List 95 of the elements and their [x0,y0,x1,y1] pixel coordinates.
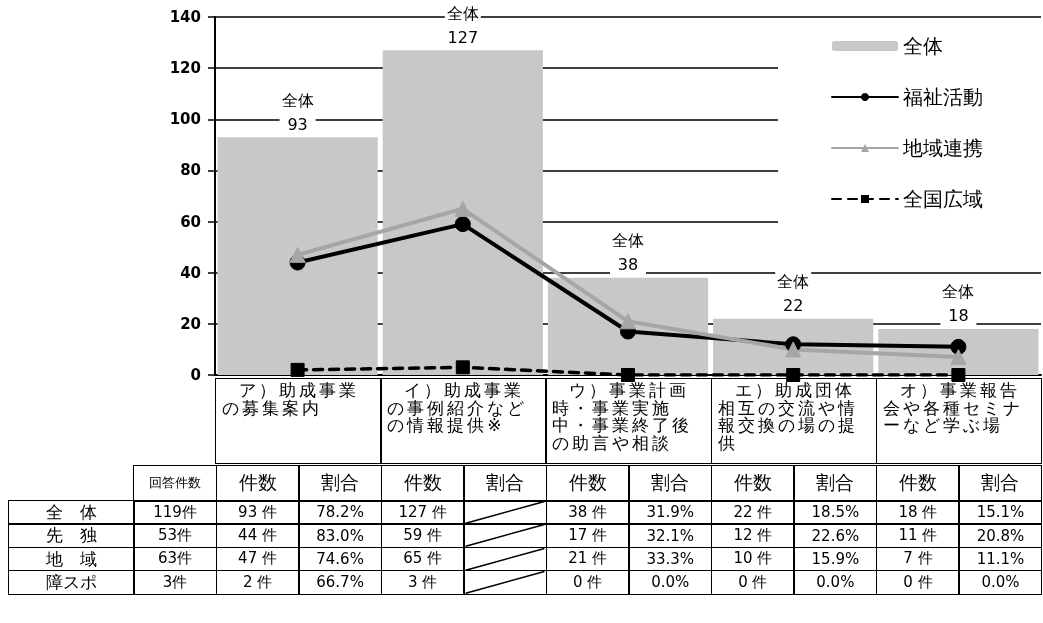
text: 31.9% [646,503,695,522]
y-tick-label: 60 [180,212,201,231]
category-label: 件数 [733,470,772,496]
text: 0 件 [903,572,933,591]
text: 83.0% [316,526,364,545]
legend-label: 全体 [903,34,943,58]
category-label: 割合 [651,470,690,496]
point [455,360,470,375]
point [620,313,636,330]
text: 0.0% [651,573,690,592]
category-label: 障スポ [45,571,97,592]
text: 17 件 [568,526,608,545]
text: 15.9% [811,549,860,568]
text: 63件 [157,549,193,568]
category-label: 全 体 [45,501,97,522]
text: 全体 [612,231,644,251]
point [289,246,306,263]
bar [217,137,378,375]
text: 12 件 [733,526,773,545]
x-tick-label: ウ）事業計画時・事業実施中・事業終了後の助言や相談 [552,380,694,453]
text: 10 件 [733,549,773,568]
text: 119件 [153,502,197,521]
text: 59 件 [403,526,443,545]
category-label: 割合 [816,470,855,496]
x-tick-label: エ）助成団体相互の交流や情報交換の場の提供 [717,380,859,453]
text: 33.3% [646,549,695,568]
text: 18.5% [811,503,860,522]
text: 74.6% [316,549,364,568]
text: 32.1% [646,526,695,545]
category-label: 件数 [568,470,607,496]
legend-label: 全国広域 [903,187,983,211]
data-label: 22 [783,296,804,316]
text: 18 件 [898,502,938,521]
text: 38 件 [568,502,608,521]
y-tick-label: 0 [190,366,201,384]
text: 53件 [157,526,193,545]
category-label: 回答件数 [149,474,202,492]
legend-label: 福祉活動 [903,85,983,109]
y-tick-label: 20 [180,314,201,333]
data-label: 93 [287,114,308,134]
text: 3 件 [407,572,438,591]
category-label: 割合 [981,470,1020,496]
data-label: 18 [948,306,969,326]
text: 127 件 [398,502,447,521]
category-label: 地 域 [45,548,97,569]
point [951,368,966,382]
y-tick-label: 140 [169,8,201,26]
text: 11.1% [976,549,1025,568]
text: 22.6% [811,526,860,545]
text: 全体 [446,3,479,23]
text: 78.2% [316,503,364,522]
text: 全体 [281,90,314,110]
text: 0.0% [981,573,1020,592]
text: 93 件 [238,502,277,521]
text: 全体 [942,282,975,302]
point [454,200,471,217]
x-tick-label: ア）助成事業の募集案内 [222,380,360,418]
bar [382,50,543,375]
x-tick-label: オ）事業報告会や各種セミナーなど学ぶ場 [882,380,1024,435]
text: 2 件 [242,572,273,591]
text: 47 件 [238,549,277,568]
text: 66.7% [316,573,364,592]
legend-label: 地域連携 [902,136,983,160]
text: 0 件 [738,572,768,591]
text: 0 件 [573,572,603,591]
point [786,368,801,382]
text: 3件 [162,572,188,591]
category-label: 先 独 [45,525,97,546]
data-label: 38 [617,255,639,275]
x-tick-label: イ）助成事業の事例紹介などの情報提供※ [387,380,529,435]
text: 20.8% [976,526,1025,545]
y-tick-label: 120 [169,59,201,78]
y-tick-label: 40 [180,263,201,282]
y-tick-label: 80 [180,161,201,180]
point [454,216,471,233]
category-label: 割合 [321,470,360,496]
text: 0.0% [816,573,855,592]
point [785,341,802,358]
text: 21 件 [568,549,608,568]
text: 44 件 [238,526,277,545]
text: 11 件 [898,526,938,545]
text: 65 件 [403,549,443,568]
point [290,362,305,377]
data-label: 127 [447,27,479,47]
text: 22 件 [733,502,773,521]
point [621,368,635,382]
category-label: 件数 [898,470,937,496]
text: 15.1% [976,503,1025,522]
category-label: 割合 [486,470,525,496]
category-label: 件数 [403,470,442,496]
text: 全体 [777,272,810,292]
text: 7 件 [903,549,933,568]
category-label: 件数 [238,470,277,496]
y-tick-label: 100 [169,110,201,129]
point [950,349,967,366]
